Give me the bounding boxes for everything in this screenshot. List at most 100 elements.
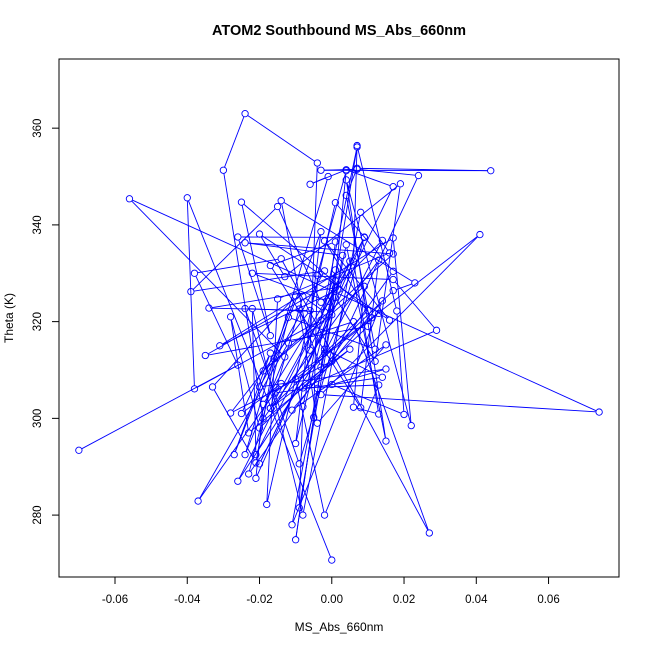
data-point xyxy=(291,375,300,383)
series-segment xyxy=(396,314,405,412)
data-point xyxy=(595,408,603,416)
data-point xyxy=(396,180,405,188)
data-point xyxy=(476,230,484,239)
data-point xyxy=(277,197,285,205)
data-point xyxy=(375,309,383,318)
series-segment xyxy=(291,318,373,349)
data-point xyxy=(259,400,267,408)
series-segment xyxy=(324,168,354,171)
series-segment xyxy=(346,198,375,346)
data-point xyxy=(320,511,329,519)
data-point xyxy=(190,269,199,277)
series-segment xyxy=(262,369,383,387)
series-segment xyxy=(375,187,401,358)
data-point xyxy=(346,257,354,265)
data-point xyxy=(357,208,365,216)
data-point xyxy=(320,349,329,357)
series-segment xyxy=(195,276,237,363)
data-point xyxy=(313,419,321,427)
data-point xyxy=(389,267,397,275)
data-point xyxy=(284,339,293,347)
data-point xyxy=(288,521,296,529)
y-tick-label: 300 xyxy=(32,409,44,428)
data-point xyxy=(400,410,408,419)
data-point xyxy=(320,345,329,353)
series-segment xyxy=(349,170,391,186)
y-tick-label: 360 xyxy=(32,119,44,138)
data-point xyxy=(190,385,199,393)
series-segment xyxy=(346,183,386,438)
data-point xyxy=(237,198,246,206)
series-segment xyxy=(199,386,280,499)
data-point xyxy=(284,313,293,321)
data-point xyxy=(273,295,282,303)
data-point xyxy=(291,536,300,544)
data-point xyxy=(331,266,340,274)
series-segment xyxy=(277,377,380,394)
data-point xyxy=(378,297,387,305)
series-segment xyxy=(197,321,319,388)
series-segment xyxy=(266,302,278,502)
series-segment xyxy=(247,115,315,162)
data-point xyxy=(245,470,253,478)
series-segment xyxy=(360,169,416,176)
data-point xyxy=(353,141,361,150)
series-segment xyxy=(186,201,195,386)
series-segment xyxy=(337,204,392,270)
data-point xyxy=(371,345,379,353)
series-segment xyxy=(309,166,318,347)
data-point xyxy=(375,381,383,389)
series-segment xyxy=(282,261,429,531)
data-point xyxy=(389,250,397,258)
data-point xyxy=(382,365,390,373)
data-point xyxy=(313,271,321,279)
series-segment xyxy=(360,263,379,405)
data-point xyxy=(331,238,340,246)
data-point xyxy=(342,241,350,249)
x-tick-label: 0.06 xyxy=(537,594,559,606)
data-point xyxy=(349,257,358,265)
series-segment xyxy=(346,183,411,423)
series-segment xyxy=(334,385,402,414)
x-tick-label: -0.02 xyxy=(246,594,272,606)
data-point xyxy=(364,306,372,315)
data-point xyxy=(306,306,314,315)
series-segment xyxy=(332,178,418,359)
series-segment xyxy=(317,173,346,273)
data-point xyxy=(248,304,256,313)
data-point xyxy=(375,256,383,264)
data-point xyxy=(295,504,303,512)
data-point xyxy=(273,202,282,211)
series-segment xyxy=(230,320,249,430)
series-segment xyxy=(276,236,478,392)
data-point xyxy=(234,361,242,369)
data-point xyxy=(487,167,495,175)
data-point xyxy=(266,261,275,270)
series-segment xyxy=(346,247,386,438)
series-segment xyxy=(252,311,303,512)
y-axis: 280 300 320 340 360 xyxy=(32,119,59,525)
series-segment xyxy=(295,273,336,537)
data-point xyxy=(331,284,340,292)
series-segment xyxy=(194,270,322,292)
series-segment xyxy=(298,315,377,378)
data-point xyxy=(201,351,209,360)
data-point xyxy=(259,415,267,423)
data-point xyxy=(317,391,325,399)
data-point xyxy=(432,326,441,334)
series-points xyxy=(75,110,603,564)
series-segment xyxy=(393,241,412,423)
data-point xyxy=(245,429,253,437)
x-tick-label: 0.04 xyxy=(465,594,488,606)
data-point xyxy=(205,304,213,312)
series-segment xyxy=(245,179,328,452)
data-point xyxy=(255,230,264,238)
data-point xyxy=(281,353,289,361)
data-point xyxy=(360,233,368,242)
series-segment xyxy=(222,239,391,345)
data-point xyxy=(357,404,365,412)
series-segment xyxy=(197,258,278,274)
data-point xyxy=(317,316,325,324)
data-point xyxy=(270,389,278,397)
